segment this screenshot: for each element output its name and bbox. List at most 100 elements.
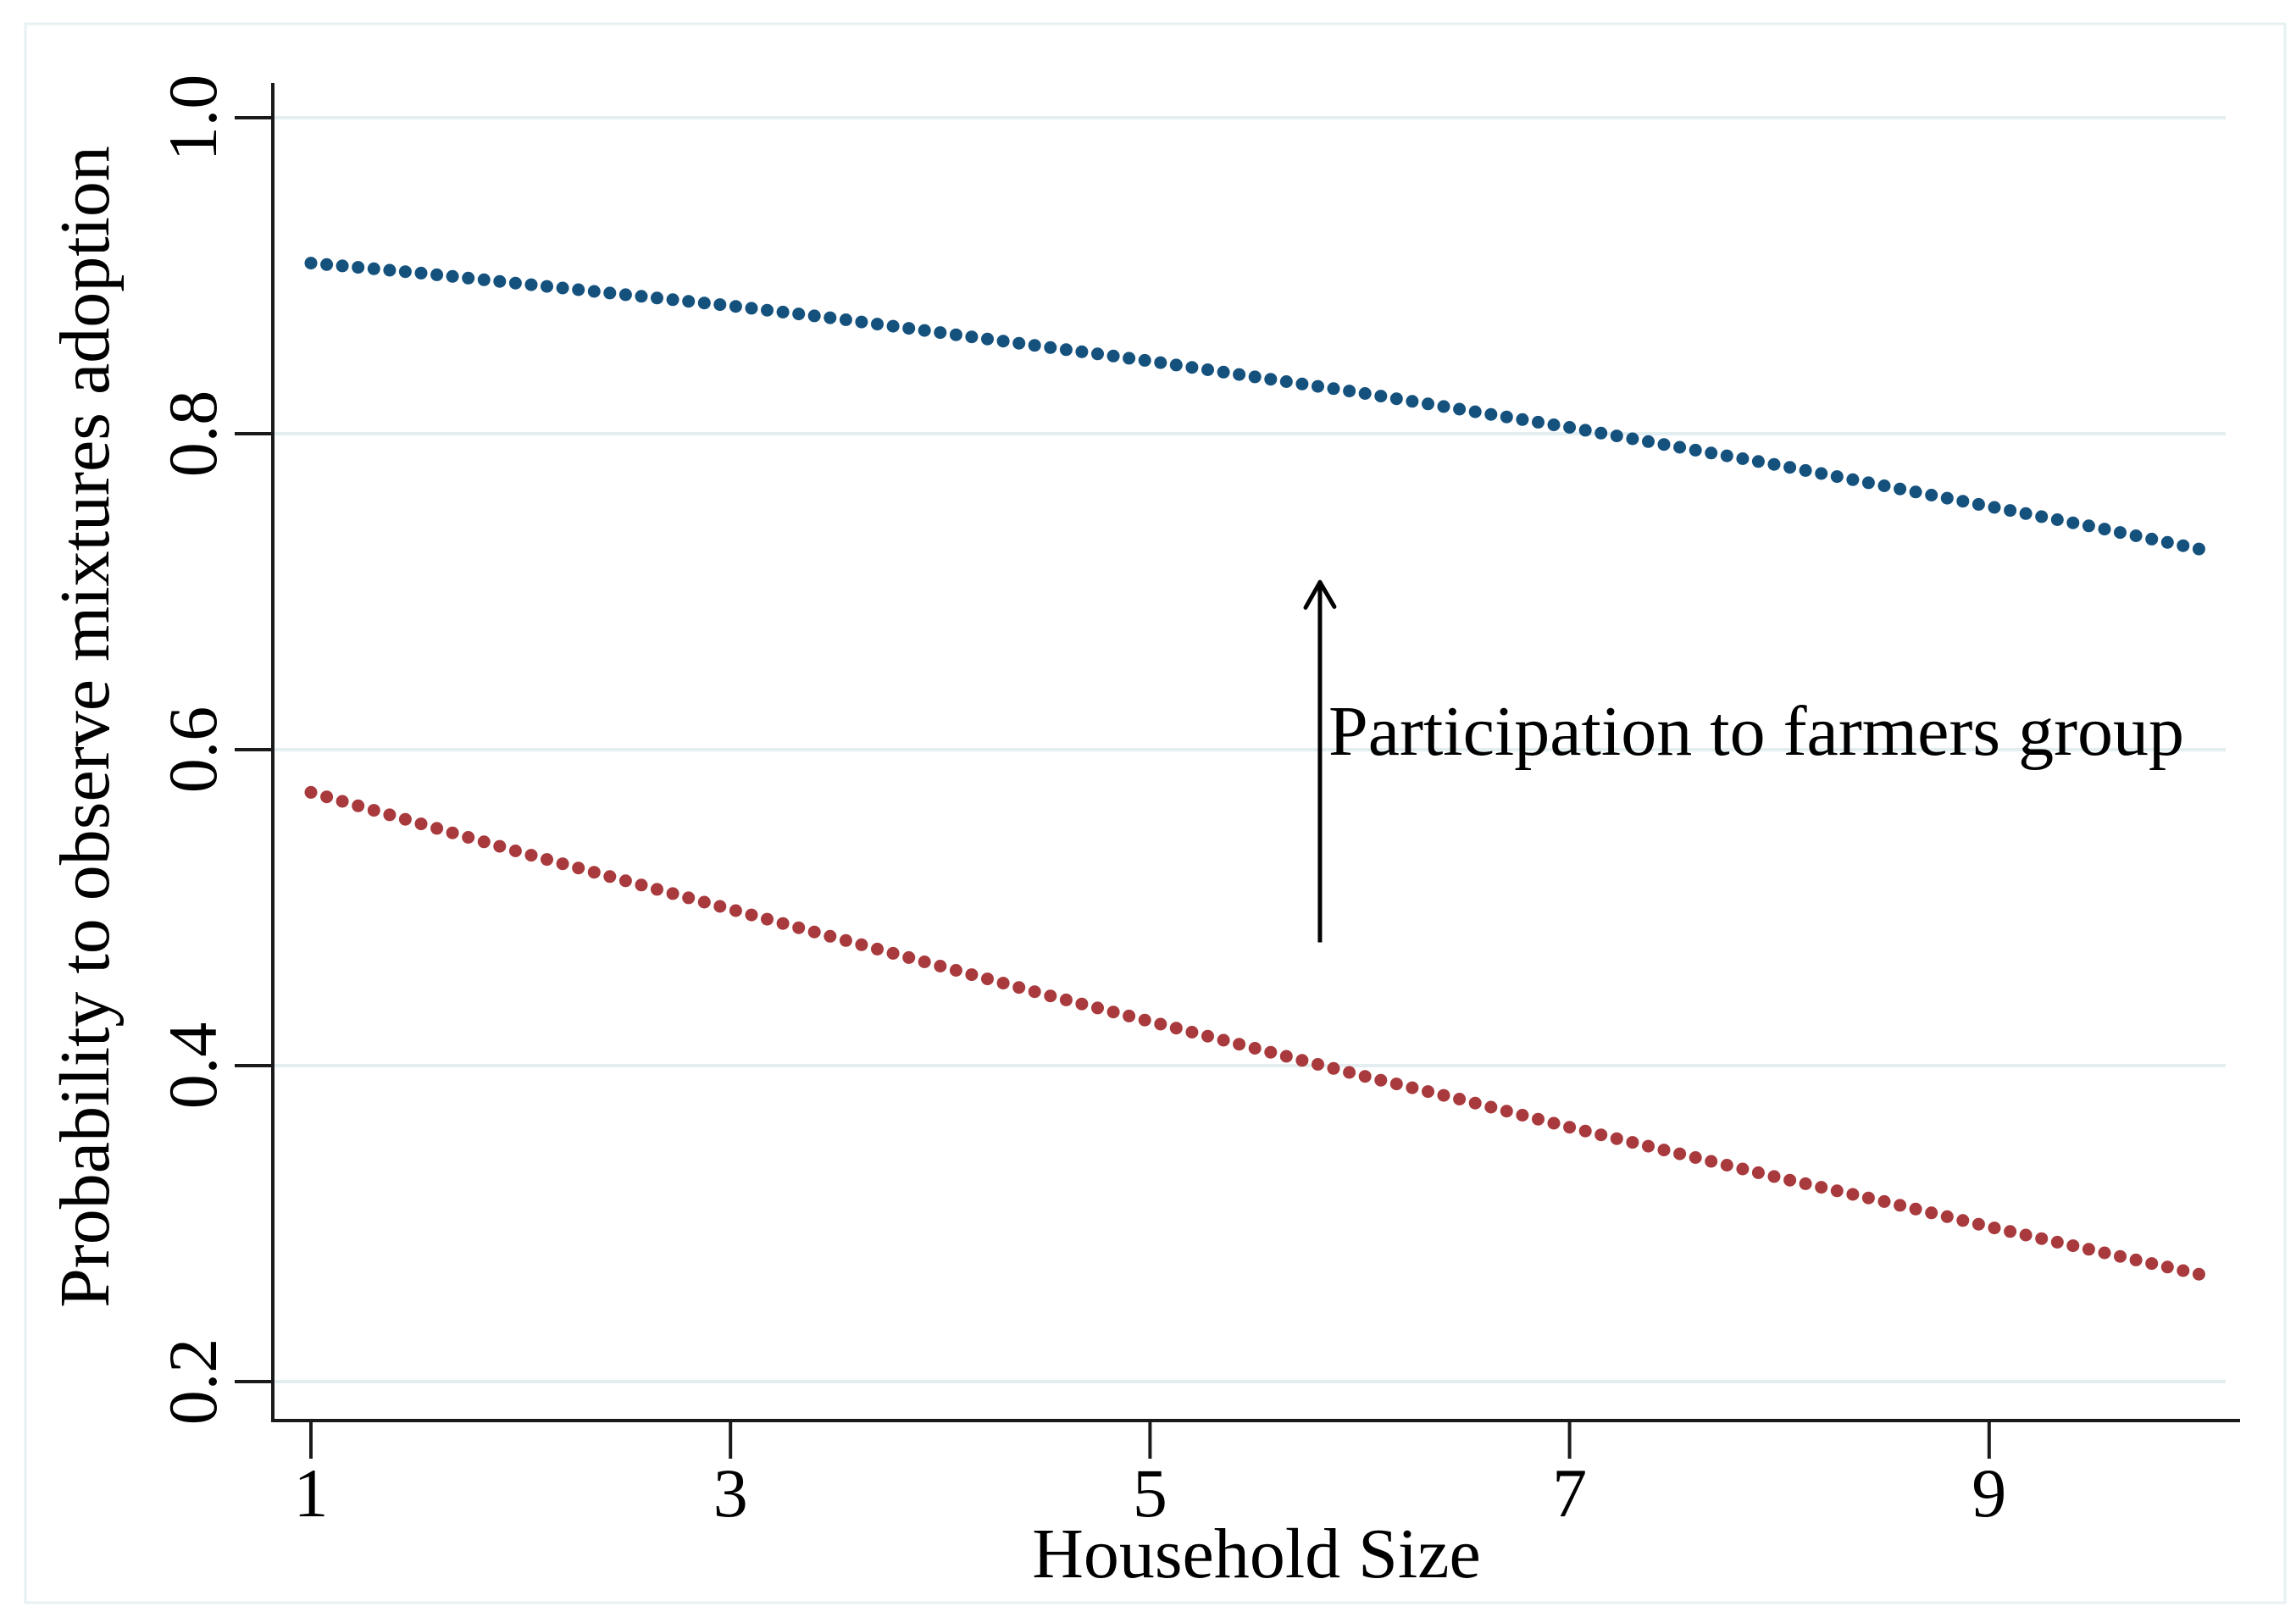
data-point [996,977,1010,990]
data-point [1422,1085,1434,1099]
data-point [367,262,380,275]
data-point [618,288,632,302]
data-point [1673,1147,1687,1161]
data-point [1972,497,1985,511]
data-point [1815,467,1828,480]
data-point [1925,1206,1938,1220]
data-point [336,259,349,273]
data-point [1909,1202,1922,1216]
data-point [1233,1038,1246,1051]
data-point [1138,353,1151,367]
data-point [776,305,790,319]
data-point [556,857,569,871]
annotation-label: Participation to farmers group [1328,692,2184,771]
data-point [383,808,397,822]
data-point [1295,1054,1309,1067]
data-point [2145,532,2159,546]
data-point [2066,1239,2080,1253]
data-point [1484,407,1498,421]
data-point [2066,516,2080,529]
data-point [871,942,884,956]
data-point [2004,1225,2017,1238]
data-point [1830,470,1844,484]
data-point [1610,1132,1623,1145]
data-point [336,795,349,808]
y-tick-label: 0.4 [154,1022,231,1110]
data-point [603,286,617,300]
data-point [1705,1155,1718,1168]
data-point [587,285,601,298]
data-point [824,311,837,324]
data-point [1154,1017,1167,1031]
data-point [1894,1199,1907,1212]
data-point [2019,507,2033,520]
data-point [1940,491,1954,505]
data-point [1988,1221,2001,1235]
data-point [2098,1246,2111,1260]
y-axis-tick-labels: 1.0 0.8 0.6 0.4 0.2 [154,75,231,1426]
data-point [713,298,727,312]
data-point [934,326,947,340]
data-point [1106,349,1120,363]
data-point [949,328,962,341]
y-tick-label: 0.6 [154,706,231,794]
data-point [1248,1042,1262,1055]
data-point [729,904,742,917]
data-point [981,972,994,986]
data-point [745,908,758,922]
data-point [2129,1253,2143,1266]
data-point [807,309,821,323]
x-tick-label: 7 [1552,1454,1587,1532]
series-lower-curve [304,785,2205,1281]
data-point [1059,343,1073,357]
data-point [918,956,931,968]
data-point [1201,1029,1214,1043]
data-point [1279,1050,1293,1063]
data-point [1279,375,1293,388]
data-point [697,296,711,310]
data-point [1751,455,1765,468]
data-point [682,295,696,308]
data-point [1940,1210,1954,1223]
data-point [572,861,585,875]
data-point [1091,1001,1104,1015]
data-point [776,917,790,930]
data-point [1106,1005,1120,1019]
data-point [855,938,868,951]
data-point [1358,387,1372,400]
data-point [2129,529,2143,542]
data-point [1075,997,1089,1011]
data-point [2019,1228,2033,1242]
data-point [1389,1077,1403,1091]
data-point [398,265,412,279]
data-point [1169,1022,1183,1035]
y-tick-label: 0.2 [154,1338,231,1426]
data-point [477,273,491,286]
data-point [1327,382,1340,396]
data-point [761,303,774,317]
data-point [1909,485,1922,499]
data-point [414,266,428,280]
data-point [1075,345,1089,358]
data-point [1437,400,1450,413]
data-point [2160,535,2174,549]
data-point [1547,418,1561,431]
data-point [493,839,507,853]
data-point [2160,1260,2174,1274]
x-tick-label: 1 [294,1454,329,1532]
data-point [383,263,397,277]
gridline [275,748,2226,751]
data-point [1295,377,1309,391]
data-point [1720,449,1733,463]
data-point [587,866,601,879]
data-point [2035,1232,2049,1245]
data-point [871,318,884,331]
data-point [1736,452,1750,465]
data-point [1626,432,1639,446]
data-point [2114,526,2127,540]
data-point [414,817,428,831]
data-point [398,812,412,826]
data-point [1972,1217,1985,1231]
data-point [1846,473,1860,486]
